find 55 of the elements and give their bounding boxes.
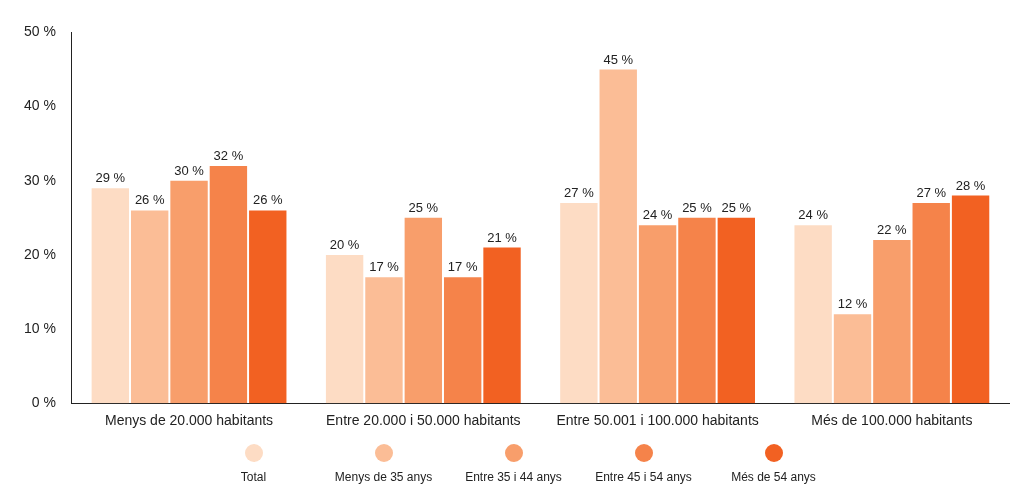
- bar: [91, 188, 130, 404]
- legend-label: Total: [240, 470, 267, 484]
- x-tick-label: Menys de 20.000 habitants: [104, 412, 274, 429]
- bar: [443, 277, 482, 404]
- bar: [951, 195, 990, 404]
- x-tick-label: Entre 20.000 i 50.000 habitants: [326, 412, 521, 429]
- y-tick-label: 20 %: [23, 245, 56, 262]
- data-label: 26 %: [134, 192, 165, 208]
- data-label: 21 %: [487, 229, 518, 245]
- legend-label: Menys de 35 anys: [334, 470, 433, 484]
- data-label: 27 %: [564, 185, 595, 201]
- bar: [325, 254, 364, 404]
- y-tick-label: 50 %: [23, 23, 56, 40]
- bar: [404, 217, 443, 404]
- data-label: 25 %: [721, 199, 752, 215]
- bar: [873, 240, 911, 404]
- bar: [560, 202, 598, 404]
- y-tick-label: 40 %: [23, 97, 56, 114]
- y-tick-label: 10 %: [23, 319, 56, 336]
- bar: [794, 225, 832, 404]
- bar: [130, 210, 169, 404]
- data-label: 25 %: [408, 199, 439, 215]
- data-label: 20 %: [329, 236, 360, 252]
- data-label: 32 %: [213, 147, 244, 163]
- data-label: 45 %: [603, 51, 634, 67]
- data-label: 26 %: [252, 192, 284, 208]
- legend-label: Entre 45 i 54 anys: [595, 470, 692, 484]
- data-label: 27 %: [916, 185, 947, 201]
- bar: [678, 217, 716, 404]
- data-label: 17 %: [447, 259, 478, 275]
- data-label: 29 %: [95, 170, 126, 186]
- x-tick-label: Entre 50.001 i 100.000 habitants: [556, 412, 759, 429]
- data-label: 12 %: [837, 296, 868, 312]
- data-label: 25 %: [682, 199, 713, 215]
- data-label: 24 %: [798, 207, 829, 223]
- bar: [833, 314, 872, 404]
- x-tick-label: Més de 100.000 habitants: [811, 412, 973, 429]
- data-label: 17 %: [369, 259, 400, 275]
- legend-label: Més de 54 anys: [731, 470, 816, 484]
- y-tick-label: 0 %: [31, 394, 56, 411]
- bar: [365, 277, 403, 404]
- data-label: 24 %: [642, 207, 673, 223]
- bar: [249, 210, 287, 404]
- bar: [912, 202, 950, 404]
- data-label: 30 %: [174, 162, 205, 178]
- data-label: 22 %: [877, 222, 908, 238]
- y-tick-label: 30 %: [23, 171, 56, 188]
- bar: [638, 225, 677, 404]
- bar: [599, 69, 637, 404]
- bar: [170, 180, 208, 404]
- bar: [483, 247, 521, 404]
- bar: [209, 165, 248, 404]
- bar: [717, 217, 755, 404]
- legend-label: Entre 35 i 44 anys: [465, 470, 562, 484]
- data-label: 28 %: [955, 177, 986, 193]
